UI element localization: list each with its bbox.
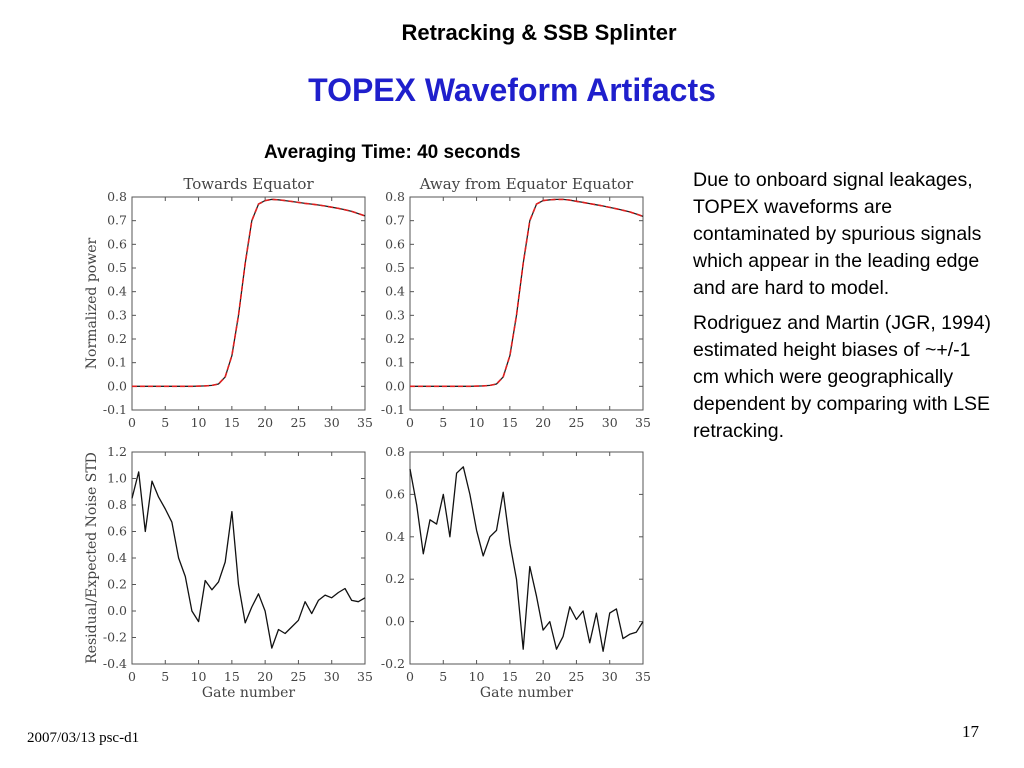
x-tick-label: 10: [469, 415, 485, 430]
x-tick-label: 25: [568, 415, 584, 430]
data-series-line: [131, 471, 366, 649]
panel-bottom-left: 0 5 10 15 20 25 30 35 1.2 1.0 0.8 0.6 0.4 0.2 0.0 -0.2 -…: [84, 444, 373, 701]
x-tick-label: 0: [128, 415, 136, 430]
x-tick-label: 0: [406, 415, 414, 430]
y-tick-label: -0.2: [381, 656, 405, 671]
x-tick-label: 5: [161, 669, 169, 684]
y-tick-label: 0.8: [107, 497, 127, 512]
plot-frame: [131, 451, 366, 665]
averaging-time-label: Averaging Time: 40 seconds: [264, 142, 521, 163]
x-tick-label: 20: [257, 669, 273, 684]
plot-frame: [409, 451, 644, 665]
model-series-line: [132, 198, 366, 388]
x-tick-label: 5: [161, 415, 169, 430]
x-tick-label: 10: [191, 669, 207, 684]
y-tick-label: 0.2: [107, 331, 127, 346]
y-tick-label: 0.7: [107, 213, 127, 228]
x-tick-label: 35: [635, 669, 651, 684]
x-tick-label: 0: [128, 669, 136, 684]
x-tick-label: 30: [324, 415, 340, 430]
y-tick-label: 0.6: [385, 486, 405, 501]
x-axis-label: Gate number: [480, 685, 573, 701]
footer-date-code: 2007/03/13 psc-d1: [27, 730, 140, 746]
x-tick-label: 25: [290, 415, 306, 430]
y-tick-label: 0.0: [385, 378, 405, 393]
x-axis-label: Gate number: [202, 685, 295, 701]
y-tick-label: 0.0: [385, 614, 405, 629]
panel-title: Towards Equator: [183, 175, 314, 193]
y-axis-label: Residual/Expected Noise STD: [84, 452, 100, 664]
description-paragraph-1: Due to onboard signal leakages, TOPEX wa…: [693, 169, 982, 299]
y-tick-label: 0.3: [385, 307, 405, 322]
x-tick-label: 30: [602, 415, 618, 430]
y-axis-label: Normalized power: [84, 238, 100, 370]
header-title: Retracking & SSB Splinter: [401, 20, 677, 45]
x-tick-label: 0: [406, 669, 414, 684]
y-tick-label: 0.8: [107, 189, 127, 204]
y-tick-label: 0.1: [107, 355, 127, 370]
x-tick-label: 30: [324, 669, 340, 684]
y-tick-label: 0.0: [107, 378, 127, 393]
x-tick-label: 5: [439, 669, 447, 684]
x-tick-label: 15: [502, 415, 518, 430]
y-tick-label: 1.0: [107, 471, 127, 486]
y-tick-label: 0.6: [107, 524, 127, 539]
y-tick-label: 0.5: [385, 260, 405, 275]
y-tick-label: 0.0: [107, 603, 127, 618]
panel-top-right: 0 5 10 15 20 25 30 35 0.8 0.7 0.6 0.5 0.4 0.3 0.2 0.1 0.…: [381, 175, 651, 430]
description-text: Due to onboard signal leakages, TOPEX wa…: [693, 167, 993, 453]
model-series-line: [410, 198, 644, 388]
x-tick-label: 35: [357, 415, 373, 430]
x-tick-label: 10: [191, 415, 207, 430]
x-tick-label: 10: [469, 669, 485, 684]
x-tick-label: 35: [357, 669, 373, 684]
y-tick-label: 0.8: [385, 189, 405, 204]
description-paragraph-2: Rodriguez and Martin (JGR, 1994) estimat…: [693, 312, 992, 442]
plot-frame: [131, 196, 366, 411]
y-tick-label: 0.7: [385, 213, 405, 228]
x-tick-label: 35: [635, 415, 651, 430]
x-tick-label: 25: [290, 669, 306, 684]
data-series-line: [410, 198, 644, 387]
y-tick-label: 0.2: [385, 331, 405, 346]
y-tick-label: -0.4: [103, 656, 127, 671]
y-tick-label: -0.1: [103, 402, 127, 417]
x-tick-label: 5: [439, 415, 447, 430]
y-tick-label: 0.2: [107, 577, 127, 592]
y-tick-label: 0.2: [385, 571, 405, 586]
y-tick-label: 0.1: [385, 355, 405, 370]
y-tick-label: 0.5: [107, 260, 127, 275]
slide-title: TOPEX Waveform Artifacts: [308, 72, 716, 108]
panel-title: Away from Equator Equator: [419, 175, 634, 193]
y-tick-label: 1.2: [107, 444, 127, 459]
x-tick-label: 15: [224, 669, 240, 684]
x-tick-label: 20: [257, 415, 273, 430]
x-tick-label: 20: [535, 415, 551, 430]
data-series-line: [132, 198, 366, 387]
y-tick-label: 0.4: [385, 284, 405, 299]
y-tick-label: 0.6: [107, 236, 127, 251]
plot-frame: [409, 196, 644, 411]
y-tick-label: 0.6: [385, 236, 405, 251]
x-tick-label: 15: [502, 669, 518, 684]
x-tick-label: 20: [535, 669, 551, 684]
x-tick-label: 30: [602, 669, 618, 684]
y-tick-label: 0.3: [107, 307, 127, 322]
y-tick-label: 0.4: [107, 284, 127, 299]
panel-bottom-right: 0 5 10 15 20 25 30 35 0.8 0.6 0.4 0.2 0.0 -0.2 Gate nu…: [381, 444, 651, 701]
page-number: 17: [962, 722, 979, 741]
y-tick-label: -0.2: [103, 630, 127, 645]
y-tick-label: 0.8: [385, 444, 405, 459]
x-tick-label: 25: [568, 669, 584, 684]
x-tick-label: 15: [224, 415, 240, 430]
panel-top-left: 0 5 10 15 20 25 30 35 0.8 0.7 0.6 0.5 0.4 0.3 0.2 0.1 0.…: [84, 175, 373, 430]
y-tick-label: 0.4: [107, 550, 127, 565]
y-tick-label: -0.1: [381, 402, 405, 417]
data-series-line: [409, 466, 644, 652]
y-tick-label: 0.4: [385, 529, 405, 544]
